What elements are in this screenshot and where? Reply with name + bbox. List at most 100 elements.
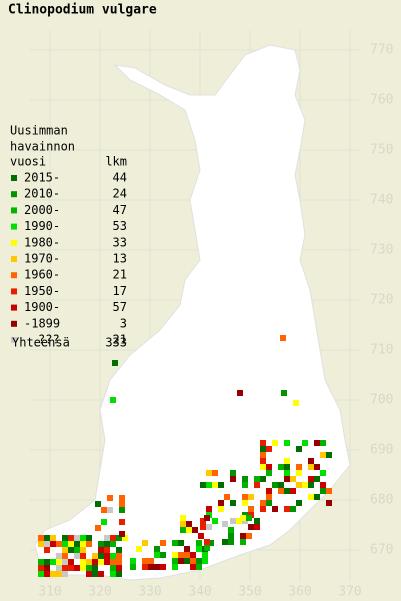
observation [266, 464, 272, 470]
observation [86, 541, 92, 547]
observation [38, 535, 44, 541]
observation [98, 571, 104, 577]
legend-count: 57 [113, 300, 127, 314]
observation [80, 565, 86, 571]
observation [308, 464, 314, 470]
observation [178, 558, 184, 564]
observation [62, 547, 68, 553]
legend-swatch [11, 239, 17, 246]
observation [320, 452, 326, 458]
x-label: 350 [238, 585, 261, 600]
legend-count: 47 [113, 203, 127, 217]
title: Clinopodium vulgare [8, 3, 157, 18]
observation [92, 565, 98, 571]
observation [110, 541, 116, 547]
legend-count: 13 [113, 252, 127, 266]
observation [260, 440, 266, 446]
observation [104, 535, 110, 541]
observation [296, 470, 302, 476]
observation [107, 495, 113, 501]
observation [272, 440, 278, 446]
observation [248, 506, 254, 512]
observation [180, 515, 186, 521]
observation [230, 518, 236, 524]
observation [272, 506, 278, 512]
observation [160, 564, 166, 570]
observation [172, 564, 178, 570]
observation [254, 518, 260, 524]
observation [44, 535, 50, 541]
observation [62, 553, 68, 559]
observation [44, 571, 50, 577]
observation [112, 360, 118, 366]
observation [116, 535, 122, 541]
y-label: 760 [370, 93, 393, 108]
observation [218, 506, 224, 512]
observation [62, 565, 68, 571]
observation [92, 553, 98, 559]
observation [196, 558, 202, 564]
legend-swatch [11, 191, 17, 198]
observation [254, 524, 260, 530]
observation [284, 470, 290, 476]
observation [206, 470, 212, 476]
legend-total-label: Yhteensä [12, 336, 70, 350]
observation [68, 565, 74, 571]
observation [56, 565, 62, 571]
observation [248, 494, 254, 500]
observation [212, 518, 218, 524]
observation [86, 565, 92, 571]
observation [290, 476, 296, 482]
observation [236, 518, 242, 524]
observation [266, 500, 272, 506]
observation [130, 564, 136, 570]
observation [86, 571, 92, 577]
observation [196, 540, 202, 546]
observation [206, 524, 212, 530]
observation [196, 546, 202, 552]
legend-swatch [11, 256, 17, 262]
observation [148, 558, 154, 564]
observation [190, 552, 196, 558]
observation [260, 476, 266, 482]
observation [200, 524, 206, 530]
observation [314, 440, 320, 446]
legend: 2015- 44 2010- 24 2000- 47 1990- 53 1980- 33 1970-… [11, 171, 127, 350]
observation [92, 571, 98, 577]
observation [212, 482, 218, 488]
observation [80, 547, 86, 553]
legend-label: 1970- [24, 252, 60, 266]
observation [246, 515, 252, 521]
observation [56, 571, 62, 577]
observation [296, 464, 302, 470]
observation [154, 546, 160, 552]
observation [222, 539, 228, 545]
observation [142, 540, 148, 546]
observation [254, 482, 260, 488]
observation [237, 390, 243, 396]
legend-total: 333 [105, 336, 127, 350]
y-label: 700 [370, 393, 393, 408]
observation [272, 482, 278, 488]
observation [266, 494, 272, 500]
legend-swatch [11, 337, 17, 343]
observation [260, 458, 266, 464]
observation [284, 476, 290, 482]
observations [38, 335, 332, 577]
observation [110, 553, 116, 559]
observation [206, 482, 212, 488]
observation [154, 564, 160, 570]
observation [248, 524, 254, 530]
observation [198, 533, 204, 539]
observation [74, 547, 80, 553]
observation [230, 476, 236, 482]
observation [242, 476, 248, 482]
observation [280, 335, 286, 341]
legend-label: 2000- [24, 203, 60, 217]
observation [98, 553, 104, 559]
observation [212, 470, 218, 476]
y-label: 730 [370, 243, 393, 258]
x-label: 310 [38, 585, 61, 600]
observation [202, 552, 208, 558]
